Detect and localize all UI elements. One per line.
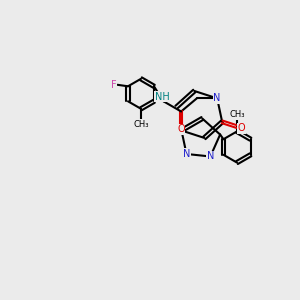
Text: N: N [183, 149, 190, 159]
Text: CH₃: CH₃ [133, 120, 149, 129]
Text: CH₃: CH₃ [229, 110, 245, 119]
Text: O: O [238, 123, 245, 133]
Text: N: N [207, 152, 214, 161]
Text: O: O [177, 124, 185, 134]
Text: N: N [214, 93, 221, 103]
Text: NH: NH [154, 92, 169, 102]
Text: F: F [111, 80, 116, 90]
